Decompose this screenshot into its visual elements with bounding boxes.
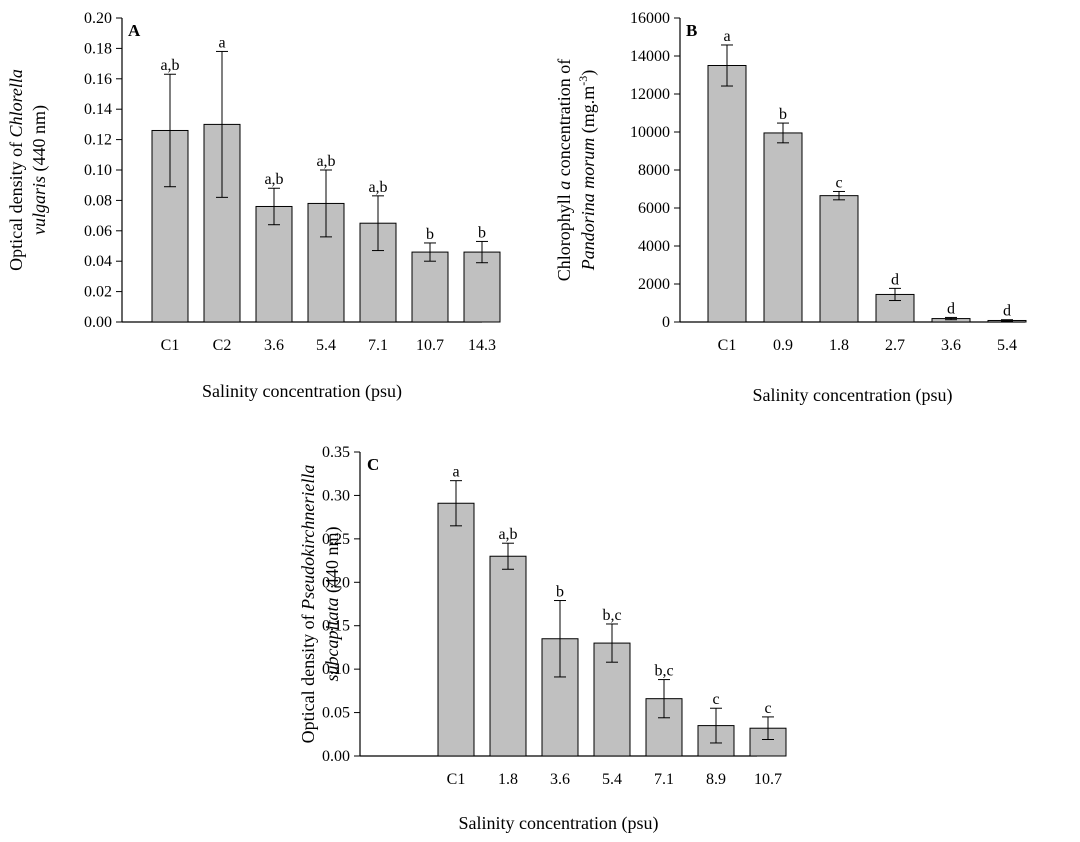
bar-A-5 xyxy=(411,251,449,323)
chart-panel-C: 0.00 0.05 0.10 0.15 0.20 0.25 0.30 0.35 a C1 a,b 1.… xyxy=(298,444,787,834)
bar-C-1 xyxy=(489,555,527,757)
x-axis-title-B: Salinity concentration (psu) xyxy=(753,385,953,406)
y-axis-title-line-A-1: vulgaris (440 nm) xyxy=(29,105,50,235)
significance-label-A-2: a,b xyxy=(264,171,283,188)
x-tick-label-A-3: 5.4 xyxy=(316,337,336,354)
significance-label-C-5: c xyxy=(712,691,719,708)
y-tick-label-A: 0.14 xyxy=(84,101,112,118)
significance-label-A-4: a,b xyxy=(368,179,387,196)
x-tick-label-A-0: C1 xyxy=(161,337,180,354)
x-tick-label-B-2: 1.8 xyxy=(829,337,849,354)
significance-label-B-4: d xyxy=(947,300,955,317)
y-tick-label-B: 6000 xyxy=(638,200,670,217)
bar-C-0 xyxy=(437,502,475,757)
significance-label-C-1: a,b xyxy=(498,526,517,543)
panel-letter-A: A xyxy=(128,21,141,40)
y-axis-title-line-C-1: subcapitata (440 nm) xyxy=(322,527,343,682)
x-tick-label-B-1: 0.9 xyxy=(773,337,793,354)
panel-letter-B: B xyxy=(686,21,697,40)
y-tick-label-B: 2000 xyxy=(638,276,670,293)
bar-A-6 xyxy=(463,251,501,323)
x-tick-label-B-3: 2.7 xyxy=(885,337,905,354)
y-tick-label-A: 0.06 xyxy=(84,223,112,240)
x-tick-label-B-5: 5.4 xyxy=(997,337,1017,354)
y-tick-label-C: 0.00 xyxy=(322,748,350,765)
y-axis-title-line-B-0: Chlorophyll a concentration of xyxy=(554,59,574,281)
y-tick-label-A: 0.12 xyxy=(84,132,112,149)
bar-A-2 xyxy=(255,205,293,323)
panel-letter-C: C xyxy=(367,455,379,474)
y-axis-title-line-A-0: Optical density of Chlorella xyxy=(6,69,26,271)
y-tick-label-A: 0.04 xyxy=(84,253,112,270)
x-tick-label-B-0: C1 xyxy=(718,337,737,354)
significance-label-A-5: b xyxy=(426,226,434,243)
y-tick-label-B: 4000 xyxy=(638,238,670,255)
x-tick-label-C-1: 1.8 xyxy=(498,771,518,788)
x-tick-label-A-2: 3.6 xyxy=(264,337,284,354)
y-axis-title-line-B-1: Pandorina morum (mg.m-3) xyxy=(576,70,599,272)
y-tick-label-A: 0.10 xyxy=(84,162,112,179)
significance-label-B-2: c xyxy=(835,174,842,191)
significance-label-C-4: b,c xyxy=(654,663,673,680)
x-axis-title-C: Salinity concentration (psu) xyxy=(459,813,659,834)
y-tick-label-C: 0.10 xyxy=(322,661,350,678)
y-tick-label-C: 0.20 xyxy=(322,574,350,591)
y-tick-label-C: 0.30 xyxy=(322,487,350,504)
significance-label-C-2: b xyxy=(556,584,564,601)
y-tick-label-B: 10000 xyxy=(630,124,670,141)
y-tick-label-C: 0.35 xyxy=(322,444,350,461)
x-tick-label-C-4: 7.1 xyxy=(654,771,674,788)
x-tick-label-C-0: C1 xyxy=(447,771,466,788)
y-tick-label-B: 14000 xyxy=(630,48,670,65)
bar-B-1 xyxy=(763,132,803,323)
significance-label-C-6: c xyxy=(764,700,771,717)
y-tick-label-A: 0.18 xyxy=(84,40,112,57)
x-tick-label-B-4: 3.6 xyxy=(941,337,961,354)
significance-label-B-5: d xyxy=(1003,303,1011,320)
significance-label-C-3: b,c xyxy=(602,607,621,624)
y-tick-label-A: 0.16 xyxy=(84,71,112,88)
x-tick-label-A-6: 14.3 xyxy=(468,337,496,354)
y-tick-label-C: 0.05 xyxy=(322,705,350,722)
chart-panel-B: 0 2000 4000 6000 8000 10000 12000 14000 16000 a C1… xyxy=(554,10,1027,406)
y-tick-label-B: 0 xyxy=(662,314,670,331)
y-tick-label-C: 0.15 xyxy=(322,618,350,635)
y-tick-label-C: 0.25 xyxy=(322,531,350,548)
significance-label-C-0: a xyxy=(452,464,459,481)
x-tick-label-C-3: 5.4 xyxy=(602,771,622,788)
significance-label-B-3: d xyxy=(891,271,899,288)
y-axis-title-line-C-0: Optical density of Pseudokirchneriella xyxy=(298,465,318,744)
significance-label-A-3: a,b xyxy=(316,153,335,170)
significance-label-A-6: b xyxy=(478,224,486,241)
x-tick-label-C-6: 10.7 xyxy=(754,771,782,788)
y-tick-label-A: 0.08 xyxy=(84,192,112,209)
y-tick-label-B: 16000 xyxy=(630,10,670,27)
chart-panel-A: 0.00 0.02 0.04 0.06 0.08 0.10 0.12 0.14 0.16 0.18… xyxy=(6,10,501,402)
x-tick-label-C-2: 3.6 xyxy=(550,771,570,788)
significance-label-B-1: b xyxy=(779,106,787,123)
y-tick-label-B: 12000 xyxy=(630,86,670,103)
x-tick-label-A-1: C2 xyxy=(213,337,232,354)
x-tick-label-A-4: 7.1 xyxy=(368,337,388,354)
x-tick-label-C-5: 8.9 xyxy=(706,771,726,788)
significance-label-A-0: a,b xyxy=(160,57,179,74)
x-axis-title-A: Salinity concentration (psu) xyxy=(202,381,402,402)
bar-A-0 xyxy=(151,129,189,323)
y-tick-label-B: 8000 xyxy=(638,162,670,179)
bar-B-0 xyxy=(707,65,747,323)
bar-B-2 xyxy=(819,195,859,323)
significance-label-A-1: a xyxy=(218,34,225,51)
y-tick-label-A: 0.20 xyxy=(84,10,112,27)
y-tick-label-A: 0.02 xyxy=(84,284,112,301)
significance-label-B-0: a xyxy=(723,28,730,45)
x-tick-label-A-5: 10.7 xyxy=(416,337,444,354)
y-tick-label-A: 0.00 xyxy=(84,314,112,331)
